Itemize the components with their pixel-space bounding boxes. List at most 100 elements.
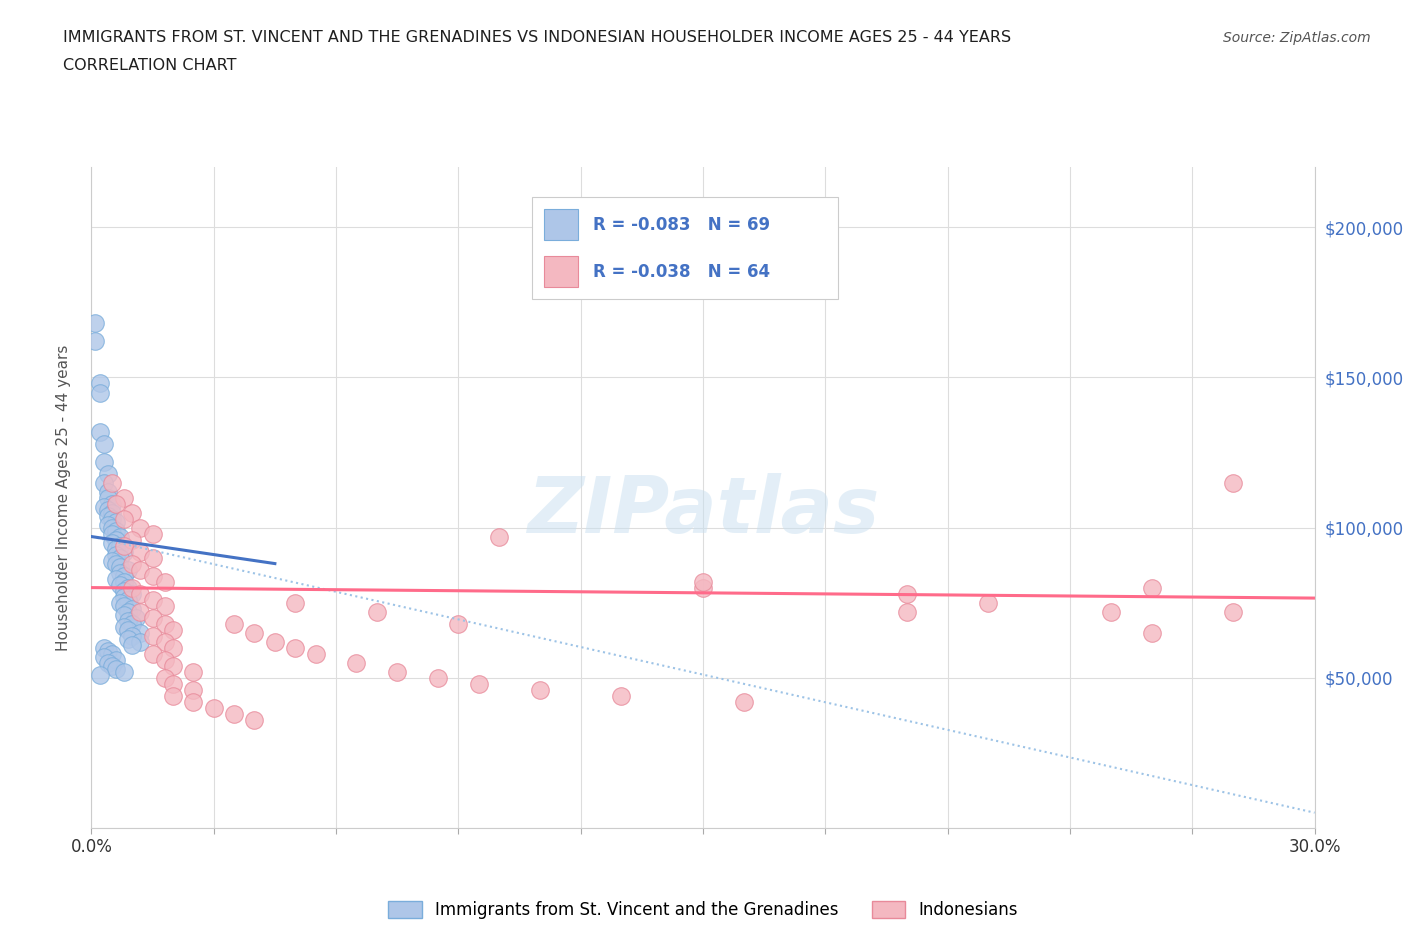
Point xyxy=(97,656,120,671)
Point xyxy=(121,556,143,571)
Point xyxy=(692,580,714,595)
Point xyxy=(141,646,163,661)
Point xyxy=(93,499,115,514)
Point xyxy=(1099,604,1122,619)
Point xyxy=(346,656,368,671)
Point xyxy=(529,683,551,698)
Point xyxy=(97,644,120,658)
Text: CORRELATION CHART: CORRELATION CHART xyxy=(63,58,236,73)
Text: ZIPatlas: ZIPatlas xyxy=(527,472,879,549)
Point xyxy=(117,562,139,577)
Point xyxy=(153,617,176,631)
Point xyxy=(264,634,287,649)
Point xyxy=(202,700,225,715)
Point xyxy=(108,529,131,544)
Point xyxy=(488,529,510,544)
Point xyxy=(153,598,176,613)
Point xyxy=(141,526,163,541)
Point xyxy=(117,604,139,619)
Point xyxy=(117,622,139,637)
Point xyxy=(121,637,143,652)
Point xyxy=(112,538,135,553)
Point xyxy=(304,646,326,661)
Point xyxy=(121,505,143,520)
Point xyxy=(101,535,124,550)
Point xyxy=(104,661,127,676)
Point xyxy=(101,505,124,520)
Point xyxy=(121,586,143,601)
Point xyxy=(467,676,491,691)
Point xyxy=(121,628,143,643)
Point xyxy=(141,610,163,625)
Point xyxy=(121,532,143,547)
Point xyxy=(97,517,120,532)
Point xyxy=(101,526,124,541)
Point xyxy=(97,490,120,505)
Point xyxy=(243,625,266,640)
Point xyxy=(117,613,139,628)
Point xyxy=(108,551,131,565)
Point xyxy=(112,664,135,679)
Point xyxy=(117,580,139,595)
Point xyxy=(117,631,139,646)
Point xyxy=(104,571,127,586)
Point xyxy=(112,607,135,622)
Point xyxy=(427,671,450,685)
Point xyxy=(610,688,633,703)
Point xyxy=(129,634,152,649)
Point xyxy=(1222,604,1244,619)
Point xyxy=(89,385,111,400)
Point xyxy=(141,628,163,643)
Point xyxy=(896,586,918,601)
Point xyxy=(112,598,135,613)
Point xyxy=(112,490,135,505)
Point xyxy=(93,640,115,655)
Point xyxy=(222,617,246,631)
Point xyxy=(112,619,135,634)
Point xyxy=(89,667,111,682)
Point xyxy=(183,683,205,698)
Point xyxy=(162,676,184,691)
Point xyxy=(162,658,184,673)
Text: Source: ZipAtlas.com: Source: ZipAtlas.com xyxy=(1223,31,1371,45)
Point xyxy=(101,512,124,526)
Point xyxy=(153,574,176,589)
Point xyxy=(141,568,163,583)
Point xyxy=(141,592,163,607)
Point xyxy=(108,559,131,574)
Point xyxy=(108,565,131,580)
Point xyxy=(733,694,755,709)
Point xyxy=(108,595,131,610)
Point xyxy=(183,694,205,709)
Point xyxy=(101,646,124,661)
Point xyxy=(129,604,152,619)
Point xyxy=(89,424,111,439)
Point xyxy=(104,496,127,511)
Point xyxy=(162,640,184,655)
Point xyxy=(1222,475,1244,490)
Point xyxy=(129,544,152,559)
Point xyxy=(1140,580,1163,595)
Point xyxy=(153,671,176,685)
Point xyxy=(104,514,127,529)
Point xyxy=(108,538,131,553)
Point xyxy=(284,595,307,610)
Point xyxy=(112,568,135,583)
Point xyxy=(104,547,127,562)
Point xyxy=(153,652,176,667)
Point xyxy=(84,334,107,349)
Point xyxy=(129,586,152,601)
Point xyxy=(97,466,120,481)
Point xyxy=(284,640,307,655)
Point xyxy=(222,706,246,721)
Point xyxy=(121,601,143,616)
Point xyxy=(385,664,409,679)
Point xyxy=(97,502,120,517)
Point xyxy=(104,532,127,547)
Point xyxy=(104,652,127,667)
Point xyxy=(121,580,143,595)
Point xyxy=(104,523,127,538)
Point xyxy=(104,556,127,571)
Point xyxy=(129,562,152,577)
Legend: Immigrants from St. Vincent and the Grenadines, Indonesians: Immigrants from St. Vincent and the Gren… xyxy=(381,894,1025,925)
